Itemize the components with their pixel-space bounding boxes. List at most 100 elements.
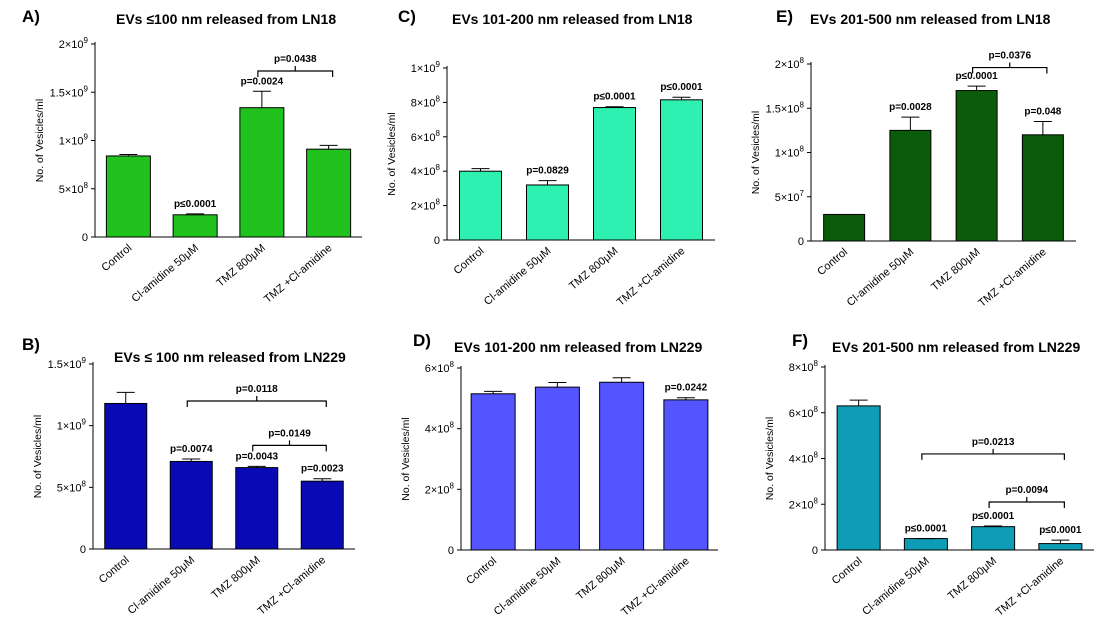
y-tick-label: 1.5×108 — [766, 100, 805, 115]
y-tick-label: 6×108 — [789, 405, 819, 420]
bar-2 — [955, 90, 998, 242]
significance-bracket — [186, 400, 327, 407]
x-tick-label: Control — [464, 555, 499, 587]
bar-p-value: p=0.0829 — [526, 166, 569, 177]
y-axis-label: No. of Vesicles/ml — [386, 112, 398, 195]
bar-p-value: p≤0.0001 — [660, 82, 703, 93]
y-tick-label: 5×108 — [57, 479, 87, 494]
bar-p-value: p=0.0074 — [170, 444, 213, 455]
bar-2 — [971, 526, 1016, 551]
chart-panel-B: B) EVs ≤ 100 nm released from LN229 0 5×108… — [22, 335, 355, 618]
y-tick-label: 1×109 — [57, 418, 87, 433]
y-tick-label: 0 — [80, 544, 86, 556]
bar-3 — [660, 99, 703, 241]
bar-1 — [889, 129, 932, 242]
bracket-p-value: p=0.0213 — [972, 437, 1015, 448]
y-tick-label: 2×108 — [411, 198, 441, 213]
bar-p-value: p≤0.0001 — [174, 199, 217, 210]
x-tick-label: TMZ 800μM — [946, 555, 999, 602]
y-tick-label: 0 — [448, 545, 454, 557]
bar-3 — [1038, 543, 1083, 551]
y-axis-label: No. of Vesicles/ml — [764, 417, 776, 500]
y-tick-label: 5×108 — [59, 181, 89, 196]
x-tick-label: TMZ +Cl-amidine — [976, 246, 1049, 310]
significance-bracket — [988, 501, 1065, 508]
bar-0 — [104, 402, 148, 550]
bracket-p-value: p=0.0438 — [274, 54, 317, 65]
bar-1 — [534, 386, 580, 551]
x-tick-label: TMZ 800μM — [567, 245, 620, 292]
bar-3 — [306, 148, 352, 238]
bar-0 — [459, 170, 502, 241]
y-axis-label: No. of Vesicles/ml — [34, 99, 46, 182]
bracket-p-value: p=0.0149 — [268, 428, 311, 439]
chart-title: EVs ≤ 100 nm released from LN229 — [114, 349, 346, 365]
bar-p-value: p≤0.0001 — [593, 92, 636, 103]
x-tick-label: Control — [97, 554, 132, 586]
bar-p-value: p=0.048 — [1024, 107, 1061, 118]
y-tick-label: 2×108 — [775, 56, 805, 71]
bar-p-value: p≤0.0001 — [905, 524, 948, 535]
x-tick-label: Cl-amidine 50μM — [860, 555, 932, 618]
bar-3 — [663, 399, 709, 551]
y-tick-label: 4×108 — [789, 451, 819, 466]
chart-panel-E: E) EVs 201-500 nm released from LN18 0 5×10… — [750, 7, 1076, 310]
chart-panel-F: F) EVs 201-500 nm released from LN229 0 2×1… — [764, 331, 1094, 619]
y-tick-label: 6×108 — [425, 360, 455, 375]
x-tick-label: TMZ 800μM — [929, 246, 982, 293]
x-tick-label: Control — [99, 242, 134, 274]
x-tick-label: Cl-amidine 50μM — [492, 555, 564, 618]
y-tick-label: 4×108 — [425, 421, 455, 436]
chart-panel-A: A) EVs ≤100 nm released from LN18 0 5×108 1×… — [22, 7, 362, 306]
y-tick-label: 1×109 — [59, 133, 89, 148]
bar-2 — [593, 107, 636, 241]
x-tick-label: Cl-amidine 50μM — [482, 245, 554, 308]
y-tick-label: 2×108 — [789, 496, 819, 511]
bracket-p-value: p=0.0094 — [1005, 485, 1048, 496]
panel-label: D) — [413, 331, 431, 350]
bracket-p-value: p=0.0118 — [236, 384, 278, 395]
y-tick-label: 1×109 — [411, 60, 441, 75]
bar-1 — [172, 214, 218, 238]
panel-label: F) — [792, 331, 808, 350]
chart-title: EVs ≤100 nm released from LN18 — [116, 11, 336, 27]
bar-2 — [235, 467, 279, 550]
y-axis-label: No. of Vesicles/ml — [750, 111, 762, 194]
panel-label: A) — [22, 7, 40, 26]
bracket-p-value: p=0.0376 — [988, 51, 1031, 62]
x-tick-label: TMZ 800μM — [214, 242, 267, 289]
bar-0 — [105, 155, 151, 238]
x-tick-label: Cl-amidine 50μM — [129, 242, 201, 305]
bar-3 — [300, 480, 344, 550]
x-tick-label: TMZ +Cl-amidine — [256, 554, 329, 618]
bar-1 — [903, 538, 948, 551]
bar-1 — [526, 184, 569, 241]
y-tick-label: 6×108 — [411, 129, 441, 144]
y-axis-label: No. of Vesicles/ml — [400, 417, 412, 500]
panel-label: B) — [22, 335, 40, 354]
y-tick-label: 0 — [812, 545, 818, 557]
x-tick-label: TMZ +Cl-amidine — [615, 245, 688, 309]
panel-label: E) — [776, 7, 793, 26]
bar-p-value: p=0.0023 — [301, 464, 344, 475]
x-tick-label: TMZ 800μM — [574, 555, 627, 602]
bar-p-value: p=0.0242 — [665, 383, 708, 394]
chart-title: EVs 201-500 nm released from LN18 — [810, 11, 1051, 27]
bar-0 — [470, 393, 516, 551]
chart-title: EVs 201-500 nm released from LN229 — [832, 339, 1080, 355]
x-tick-label: TMZ +Cl-amidine — [619, 555, 692, 619]
chart-title: EVs 101-200 nm released from LN229 — [454, 339, 702, 355]
x-tick-label: TMZ +Cl-amidine — [262, 242, 335, 306]
x-tick-label: Control — [815, 246, 850, 278]
chart-panel-D: D) EVs 101-200 nm released from LN229 0 2×1… — [400, 331, 718, 619]
x-tick-label: Cl-amidine 50μM — [845, 246, 917, 309]
x-tick-label: Control — [452, 245, 487, 277]
panel-label: C) — [398, 7, 416, 26]
y-tick-label: 0 — [434, 235, 440, 247]
bar-p-value: p=0.0043 — [235, 451, 278, 462]
y-tick-label: 1×108 — [775, 145, 805, 160]
x-tick-label: Cl-amidine 50μM — [126, 554, 198, 617]
bar-2 — [599, 381, 645, 551]
x-tick-label: Control — [830, 555, 865, 587]
